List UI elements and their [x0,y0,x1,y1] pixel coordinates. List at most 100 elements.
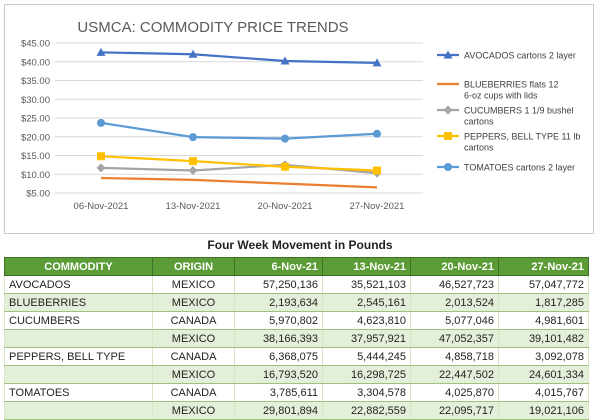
value-cell: 22,882,559 [322,401,411,420]
value-cell: 46,527,723 [410,275,499,294]
y-tick-label: $35.00 [21,76,50,87]
value-cell: 5,970,802 [234,311,323,330]
commodity-cell [4,401,153,420]
value-cell: 5,444,245 [322,347,411,366]
movement-table: COMMODITY ORIGIN 6-Nov-21 13-Nov-21 20-Nov-2… [4,257,589,420]
origin-cell: MEXICO [152,329,235,348]
column-header: 20-Nov-21 [410,257,499,276]
y-tick-label: $10.00 [21,170,50,181]
origin-cell: CANADA [152,383,235,402]
chart-container: USMCA: COMMODITY PRICE TRENDS $5.00 $10.00… [4,4,594,234]
legend-marker [443,105,453,115]
data-point [97,152,105,161]
value-cell: 22,447,502 [410,365,499,384]
value-cell: 5,077,046 [410,311,499,330]
y-tick-label: $30.00 [21,95,50,106]
value-cell: 6,368,075 [234,347,323,366]
value-cell: 24,601,334 [498,365,589,384]
legend-label: TOMATOES cartons 2 layer [464,163,575,173]
value-cell: 3,304,578 [322,383,411,402]
value-cell: 2,193,634 [234,293,323,312]
data-point [372,58,382,67]
y-tick-label: $25.00 [21,114,50,125]
x-tick-label: 20-Nov-2021 [258,201,313,212]
y-tick-label: $5.00 [26,189,50,200]
table-row: CUCUMBERS CANADA 5,970,802 4,623,810 5,077,0… [4,311,589,330]
data-point [96,47,106,56]
x-tick-label: 27-Nov-2021 [350,201,405,212]
value-cell: 57,047,772 [498,275,589,294]
commodity-cell: CUCUMBERS [4,311,153,330]
value-cell: 38,166,393 [234,329,323,348]
commodity-cell: TOMATOES [4,383,153,402]
data-point [97,118,105,127]
commodity-cell: PEPPERS, BELL TYPE [4,347,153,366]
column-header: 27-Nov-21 [498,257,589,276]
y-tick-label: $40.00 [21,57,50,68]
y-tick-label: $45.00 [21,39,50,50]
data-point [373,166,381,175]
chart-title: USMCA: COMMODITY PRICE TRENDS [77,19,348,36]
legend-label: PEPPERS, BELL TYPE 11 lb cartons [464,132,580,153]
value-cell: 4,623,810 [322,311,411,330]
value-cell: 2,545,161 [322,293,411,312]
column-header: 6-Nov-21 [234,257,323,276]
value-cell: 37,957,921 [322,329,411,348]
value-cell: 22,095,717 [410,401,499,420]
table-title: Four Week Movement in Pounds [207,238,393,252]
table-row: PEPPERS, BELL TYPE CANADA 6,368,075 5,444,2… [4,347,589,366]
table-row: MEXICO 16,793,520 16,298,725 22,447,502 24,6… [4,365,589,384]
origin-cell: MEXICO [152,401,235,420]
value-cell: 47,052,357 [410,329,499,348]
series-line [100,176,378,189]
origin-cell: MEXICO [152,293,235,312]
table-row: BLUEBERRIES MEXICO 2,193,634 2,545,161 2,013… [4,293,589,312]
line-chart: USMCA: COMMODITY PRICE TRENDS $5.00 $10.00… [21,19,580,212]
value-cell: 35,521,103 [322,275,411,294]
commodity-cell [4,365,153,384]
data-point [281,134,289,143]
legend-label: AVOCADOS cartons 2 layer [464,51,576,61]
value-cell: 4,025,870 [410,383,499,402]
table-row: MEXICO 38,166,393 37,957,921 47,052,357 39,1… [4,329,589,348]
value-cell: 1,817,285 [498,293,589,312]
commodity-cell: AVOCADOS [4,275,153,294]
data-point [189,157,197,166]
value-cell: 4,858,718 [410,347,499,366]
table-header-row: COMMODITY ORIGIN 6-Nov-21 13-Nov-21 20-Nov-2… [4,257,589,276]
value-cell: 19,021,106 [498,401,589,420]
value-cell: 3,785,611 [234,383,323,402]
origin-cell: MEXICO [152,365,235,384]
x-tick-label: 06-Nov-2021 [74,201,129,212]
column-header: ORIGIN [152,257,235,276]
value-cell: 16,793,520 [234,365,323,384]
data-point [188,49,198,58]
series-line [100,121,378,140]
commodity-cell: BLUEBERRIES [4,293,153,312]
value-cell: 4,015,767 [498,383,589,402]
data-point [189,133,197,142]
commodity-cell [4,329,153,348]
table-row: TOMATOES CANADA 3,785,611 3,304,578 4,025,87… [4,383,589,402]
origin-cell: CANADA [152,311,235,330]
data-point [280,56,290,65]
value-cell: 29,801,894 [234,401,323,420]
data-point [188,166,198,175]
table-row: MEXICO 29,801,894 22,882,559 22,095,717 19,0… [4,401,589,420]
origin-cell: MEXICO [152,275,235,294]
origin-cell: CANADA [152,347,235,366]
data-point [96,163,106,173]
table-body: AVOCADOS MEXICO 57,250,136 35,521,103 46,527… [4,275,589,420]
value-cell: 2,013,524 [410,293,499,312]
value-cell: 39,101,482 [498,329,589,348]
legend-label: BLUEBERRIES flats 12 6-oz cups with lids [464,80,559,101]
x-tick-label: 13-Nov-2021 [166,201,221,212]
value-cell: 57,250,136 [234,275,323,294]
data-point [373,129,381,138]
value-cell: 3,092,078 [498,347,589,366]
table-row: AVOCADOS MEXICO 57,250,136 35,521,103 46,527… [4,275,589,294]
series-line [100,155,378,172]
data-point [281,162,289,171]
column-header: 13-Nov-21 [322,257,411,276]
legend-marker [443,50,453,59]
